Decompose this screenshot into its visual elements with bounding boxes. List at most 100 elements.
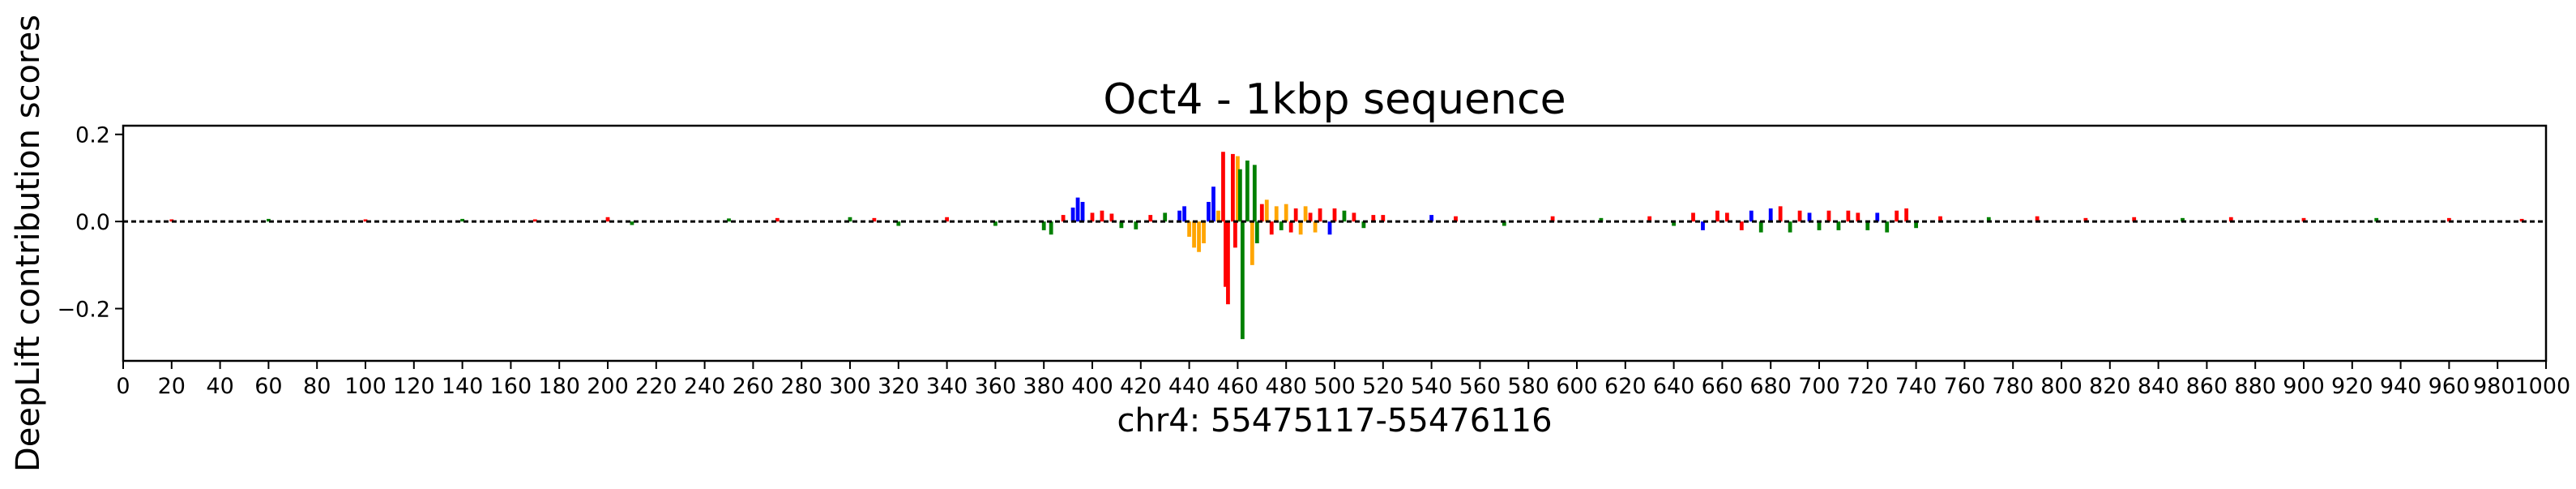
bar-36 — [1269, 221, 1274, 235]
bar-4 — [1049, 221, 1053, 235]
bar-52 — [1371, 215, 1376, 222]
x-tick-label: 840 — [2138, 374, 2180, 399]
x-tick-label: 460 — [1217, 374, 1259, 399]
x-tick-label: 440 — [1168, 374, 1211, 399]
bar-56 — [848, 217, 852, 222]
bar-73 — [1749, 210, 1754, 222]
bar-9 — [1119, 221, 1124, 229]
bar-30 — [1245, 160, 1250, 222]
bar-101 — [2519, 218, 2524, 222]
x-tick-label: 200 — [587, 374, 629, 399]
bar-21 — [1216, 210, 1220, 222]
bar-103 — [267, 218, 271, 222]
bar-1 — [1075, 197, 1080, 222]
bar-81 — [1826, 210, 1831, 222]
bar-48 — [1332, 208, 1337, 222]
bar-106 — [532, 219, 537, 222]
x-tick-label: 920 — [2331, 374, 2373, 399]
bar-33 — [1254, 221, 1259, 243]
x-tick-label: 360 — [975, 374, 1017, 399]
x-tick-label: 60 — [254, 374, 282, 399]
bar-43 — [1303, 206, 1308, 222]
x-tick-label: 340 — [926, 374, 968, 399]
x-tick-label: 9801000 — [2473, 374, 2570, 399]
x-tick-label: 80 — [303, 374, 331, 399]
x-tick-label: 140 — [442, 374, 484, 399]
bar-31 — [1250, 221, 1254, 265]
bar-80 — [1817, 221, 1822, 230]
bar-64 — [1550, 216, 1555, 222]
bar-47 — [1327, 221, 1332, 235]
bar-78 — [1797, 210, 1802, 222]
plot-frame — [122, 124, 2548, 362]
bar-58 — [896, 221, 901, 226]
bar-105 — [460, 218, 464, 222]
bar-96 — [2181, 217, 2185, 222]
bar-57 — [872, 217, 877, 222]
bar-22 — [1221, 152, 1225, 222]
bar-60 — [993, 221, 998, 226]
bar-77 — [1788, 221, 1792, 233]
bar-6 — [1090, 212, 1095, 222]
x-tick-label: 240 — [684, 374, 726, 399]
x-tick-label: 660 — [1702, 374, 1744, 399]
x-tick-label: 0 — [116, 374, 130, 399]
bar-49 — [1342, 210, 1347, 222]
bar-90 — [1914, 221, 1918, 229]
bar-98 — [2301, 217, 2306, 222]
x-ticks: 0 20 40 60 80 100 120 140 160 180 200 220 240 260 280 3… — [116, 361, 2570, 399]
x-tick-label: 760 — [1944, 374, 1986, 399]
y-axis-label: DeepLift contribution scores — [10, 15, 47, 472]
y-ticks: 0.2 0.0 −0.2 — [57, 123, 123, 323]
x-tick-label: 960 — [2429, 374, 2471, 399]
x-tick-label: 480 — [1265, 374, 1307, 399]
bar-24 — [1226, 221, 1230, 305]
bar-13 — [1177, 210, 1182, 222]
x-tick-label: 160 — [490, 374, 532, 399]
y-tick-label: 0.0 — [75, 210, 110, 235]
bar-41 — [1293, 208, 1298, 222]
x-tick-label: 580 — [1507, 374, 1549, 399]
x-tick-label: 40 — [206, 374, 233, 399]
bar-65 — [1599, 217, 1604, 222]
bar-3 — [1041, 221, 1046, 230]
bar-25 — [1231, 153, 1235, 222]
bar-29 — [1240, 221, 1245, 340]
bar-84 — [1856, 212, 1860, 222]
x-tick-label: 20 — [158, 374, 186, 399]
bar-19 — [1207, 201, 1211, 222]
bar-102 — [169, 219, 174, 222]
bar-0 — [1070, 207, 1075, 222]
bar-7 — [1100, 210, 1104, 222]
bar-53 — [1381, 215, 1386, 222]
bar-63 — [1502, 221, 1506, 226]
bar-75 — [1768, 208, 1773, 222]
bar-92 — [1986, 217, 1991, 222]
bar-93 — [2035, 216, 2040, 222]
bars-layer — [169, 152, 2524, 340]
x-tick-label: 280 — [780, 374, 822, 399]
x-tick-label: 420 — [1120, 374, 1162, 399]
bar-44 — [1308, 212, 1313, 222]
bar-83 — [1846, 210, 1851, 222]
x-tick-label: 860 — [2186, 374, 2228, 399]
bar-8 — [1109, 213, 1114, 222]
bar-40 — [1288, 221, 1293, 233]
bar-85 — [1865, 221, 1870, 230]
bar-12 — [1163, 212, 1168, 222]
x-tick-label: 880 — [2234, 374, 2276, 399]
bar-16 — [1192, 221, 1196, 248]
bar-79 — [1807, 212, 1812, 222]
x-tick-label: 900 — [2283, 374, 2325, 399]
bar-89 — [1904, 208, 1909, 222]
bar-45 — [1313, 221, 1318, 233]
x-tick-label: 220 — [635, 374, 677, 399]
x-tick-label: 520 — [1362, 374, 1404, 399]
x-tick-label: 320 — [878, 374, 920, 399]
bar-55 — [630, 221, 634, 225]
x-tick-label: 800 — [2040, 374, 2083, 399]
bar-14 — [1182, 206, 1187, 222]
bar-72 — [1739, 221, 1744, 230]
x-tick-label: 720 — [1847, 374, 1889, 399]
